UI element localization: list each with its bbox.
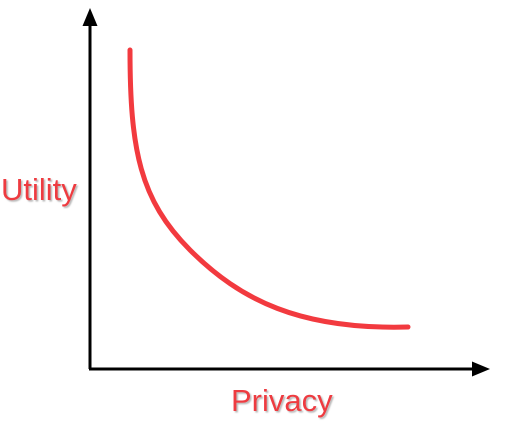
y-axis-arrow-icon bbox=[82, 8, 98, 26]
x-axis-arrow-icon bbox=[472, 361, 490, 377]
x-axis-label: Privacy bbox=[231, 383, 333, 418]
tradeoff-curve bbox=[127, 47, 411, 330]
y-axis-label: Utility bbox=[1, 172, 77, 207]
